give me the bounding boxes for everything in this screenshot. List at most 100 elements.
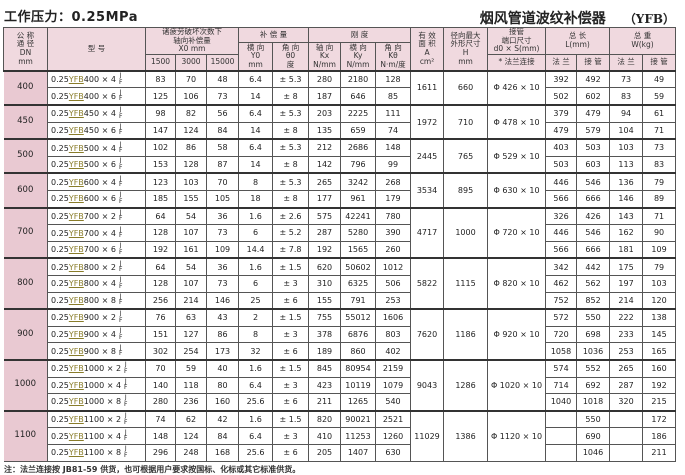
weight-pipe: 90 xyxy=(642,224,677,242)
length-pipe: 552 xyxy=(576,358,611,378)
length-flange: 446 xyxy=(545,224,578,242)
lateral-y0: 14.4 xyxy=(238,240,274,259)
area-cell: 1611 xyxy=(410,69,445,106)
stiffness-ktheta: 506 xyxy=(375,275,412,293)
radial-cell: 765 xyxy=(443,138,489,174)
stiffness-kx: 575 xyxy=(308,206,342,226)
header-line: Ky xyxy=(353,51,363,61)
x-3000: 63 xyxy=(175,308,207,327)
x-1500: 256 xyxy=(145,291,176,310)
dn-cell: 1000 xyxy=(3,358,48,412)
stiffness-kx: 205 xyxy=(308,443,342,462)
header-line: 总 长 xyxy=(568,31,587,41)
stiffness-ktheta: 111 xyxy=(375,104,412,123)
length-pipe: 666 xyxy=(576,190,611,209)
angular-theta: ± 8 xyxy=(272,155,310,174)
x-1500: 140 xyxy=(145,376,176,395)
header-line: 角 向 xyxy=(384,42,402,52)
col-1500: 1500 xyxy=(145,53,176,72)
model-code: YFB xyxy=(68,143,84,153)
lateral-y0: 6 xyxy=(238,275,274,293)
stiffness-ky: 42241 xyxy=(340,206,377,226)
model-prefix: 0.25 xyxy=(51,346,69,356)
stiffness-kx: 187 xyxy=(308,87,342,106)
model-prefix: 0.25 xyxy=(51,143,69,153)
jf-f: F xyxy=(118,299,123,307)
weight-pipe: 61 xyxy=(642,104,677,123)
angular-theta: ± 5.2 xyxy=(272,224,310,242)
model-prefix: 0.25 xyxy=(51,380,69,390)
length-flange: 502 xyxy=(545,87,578,106)
x-15000: 87 xyxy=(205,155,240,174)
x-3000: 62 xyxy=(175,409,207,429)
stiffness-ktheta: 780 xyxy=(375,206,412,226)
x-1500: 185 xyxy=(145,190,176,209)
jf-j: J xyxy=(119,191,122,199)
model-size: 700 × 2 xyxy=(83,211,116,221)
model-prefix: 0.25 xyxy=(51,245,69,255)
jf-j: J xyxy=(119,343,122,351)
x-3000: 59 xyxy=(175,358,207,378)
x-15000: 84 xyxy=(205,427,240,445)
x-1500: 98 xyxy=(145,104,176,123)
x-15000: 70 xyxy=(205,172,240,192)
x-1500: 74 xyxy=(145,409,176,429)
weight-flange: 83 xyxy=(609,87,644,106)
x-15000: 160 xyxy=(205,393,240,412)
length-flange: 479 xyxy=(545,121,578,140)
lateral-y0: 1.6 xyxy=(238,257,274,277)
angular-theta: ± 7.8 xyxy=(272,240,310,259)
stiffness-ky: 90021 xyxy=(340,409,377,429)
lateral-y0: 8 xyxy=(238,325,274,344)
footnote: 注：法兰连接按 JB81-59 供货，也可根据用户要求按国标、化标或其它标准供货… xyxy=(4,465,301,474)
lateral-y0: 14 xyxy=(238,155,274,174)
header-line: mm xyxy=(248,59,263,69)
x-3000: 86 xyxy=(175,138,207,157)
length-pipe: 550 xyxy=(576,409,611,429)
header-line: cm² xyxy=(419,56,435,66)
stiffness-ktheta: 148 xyxy=(375,138,412,157)
jf-f: F xyxy=(118,215,123,223)
stiffness-kx: 755 xyxy=(308,308,342,327)
angular-theta: ± 5.3 xyxy=(272,172,310,192)
stiffness-kx: 287 xyxy=(308,224,342,242)
weight-flange xyxy=(609,427,644,445)
model-size: 900 × 2 xyxy=(83,313,116,323)
x-1500: 64 xyxy=(145,257,176,277)
pipe-size-cell: Φ 426 × 10 xyxy=(487,69,547,106)
weight-flange xyxy=(609,409,644,429)
header-line: 诸疲劳破坏次数下 xyxy=(162,27,222,36)
header-line: 面 积 xyxy=(418,39,436,49)
area-cell: 2445 xyxy=(410,138,445,174)
stiffness-kx: 310 xyxy=(308,275,342,293)
lateral-y0: 6.4 xyxy=(238,104,274,123)
length-flange: 503 xyxy=(545,155,578,174)
stiffness-kx: 410 xyxy=(308,427,342,445)
x-3000: 70 xyxy=(175,69,207,89)
stiffness-kx: 177 xyxy=(308,190,342,209)
x-1500: 76 xyxy=(145,308,176,327)
weight-pipe: 165 xyxy=(642,342,677,361)
length-flange: 1058 xyxy=(545,342,578,361)
stiffness-kx: 212 xyxy=(308,138,342,157)
header-line: 外形尺寸 xyxy=(450,39,481,49)
dn-cell: 500 xyxy=(3,138,48,174)
col-ktheta: 角 向 Kθ N·m/度 xyxy=(375,41,412,72)
x-1500: 147 xyxy=(145,121,176,140)
x-1500: 280 xyxy=(145,393,176,412)
header-line: Kx xyxy=(319,51,330,61)
angular-theta: ± 1.5 xyxy=(272,358,310,378)
x-1500: 64 xyxy=(145,206,176,226)
model-size: 1000 × 2 xyxy=(83,364,122,374)
